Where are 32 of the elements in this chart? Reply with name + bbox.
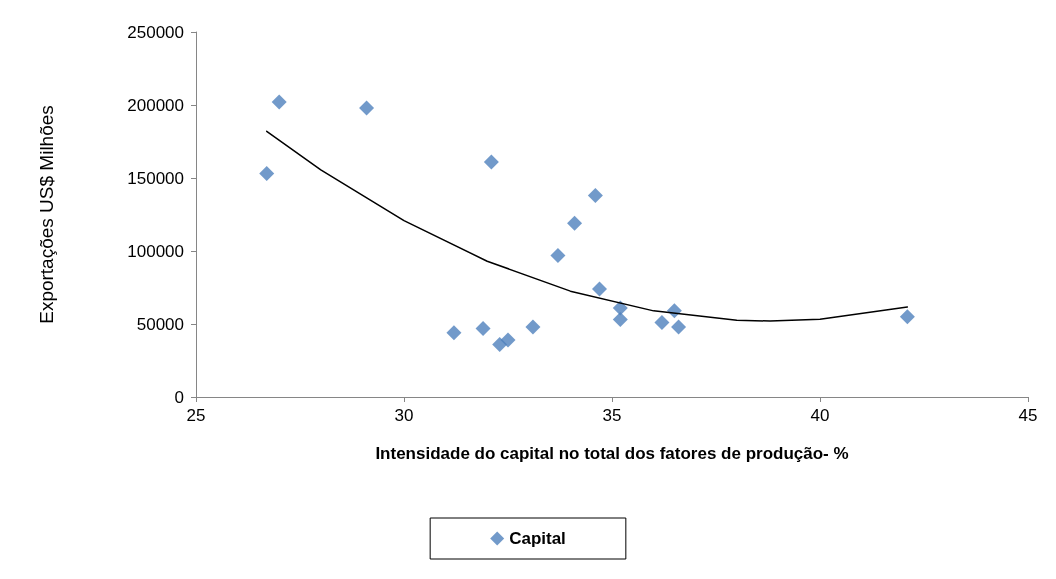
point xyxy=(899,309,915,325)
point xyxy=(359,100,375,116)
point xyxy=(550,247,566,263)
point xyxy=(446,325,462,341)
point xyxy=(259,166,275,182)
y-tick-label: 0 xyxy=(174,387,184,407)
x-tick-label: 40 xyxy=(810,406,830,425)
point xyxy=(612,312,628,328)
point xyxy=(592,281,608,297)
point xyxy=(500,332,516,348)
legend-label: Capital xyxy=(509,529,566,548)
x-tick-label: 30 xyxy=(394,406,414,425)
x-tick-label: 35 xyxy=(602,406,622,425)
point xyxy=(475,320,491,336)
point xyxy=(567,215,583,231)
point xyxy=(492,336,508,352)
y-tick-label: 50000 xyxy=(136,314,184,334)
point xyxy=(483,154,499,170)
y-axis-title: Exportações US$ Milhões xyxy=(36,105,57,324)
x-axis-title: Intensidade do capital no total dos fatores de produção- % xyxy=(375,444,849,463)
y-tick-label: 150000 xyxy=(127,168,184,188)
point xyxy=(587,188,603,204)
x-tick-label: 45 xyxy=(1018,406,1038,425)
point xyxy=(271,94,287,110)
point xyxy=(525,319,541,335)
point xyxy=(671,319,687,335)
y-tick-label: 250000 xyxy=(127,22,184,42)
x-tick-label: 25 xyxy=(186,406,206,425)
line-series xyxy=(265,130,909,322)
y-tick-label: 100000 xyxy=(127,241,184,261)
point xyxy=(654,315,670,331)
y-tick-label: 200000 xyxy=(127,95,184,115)
